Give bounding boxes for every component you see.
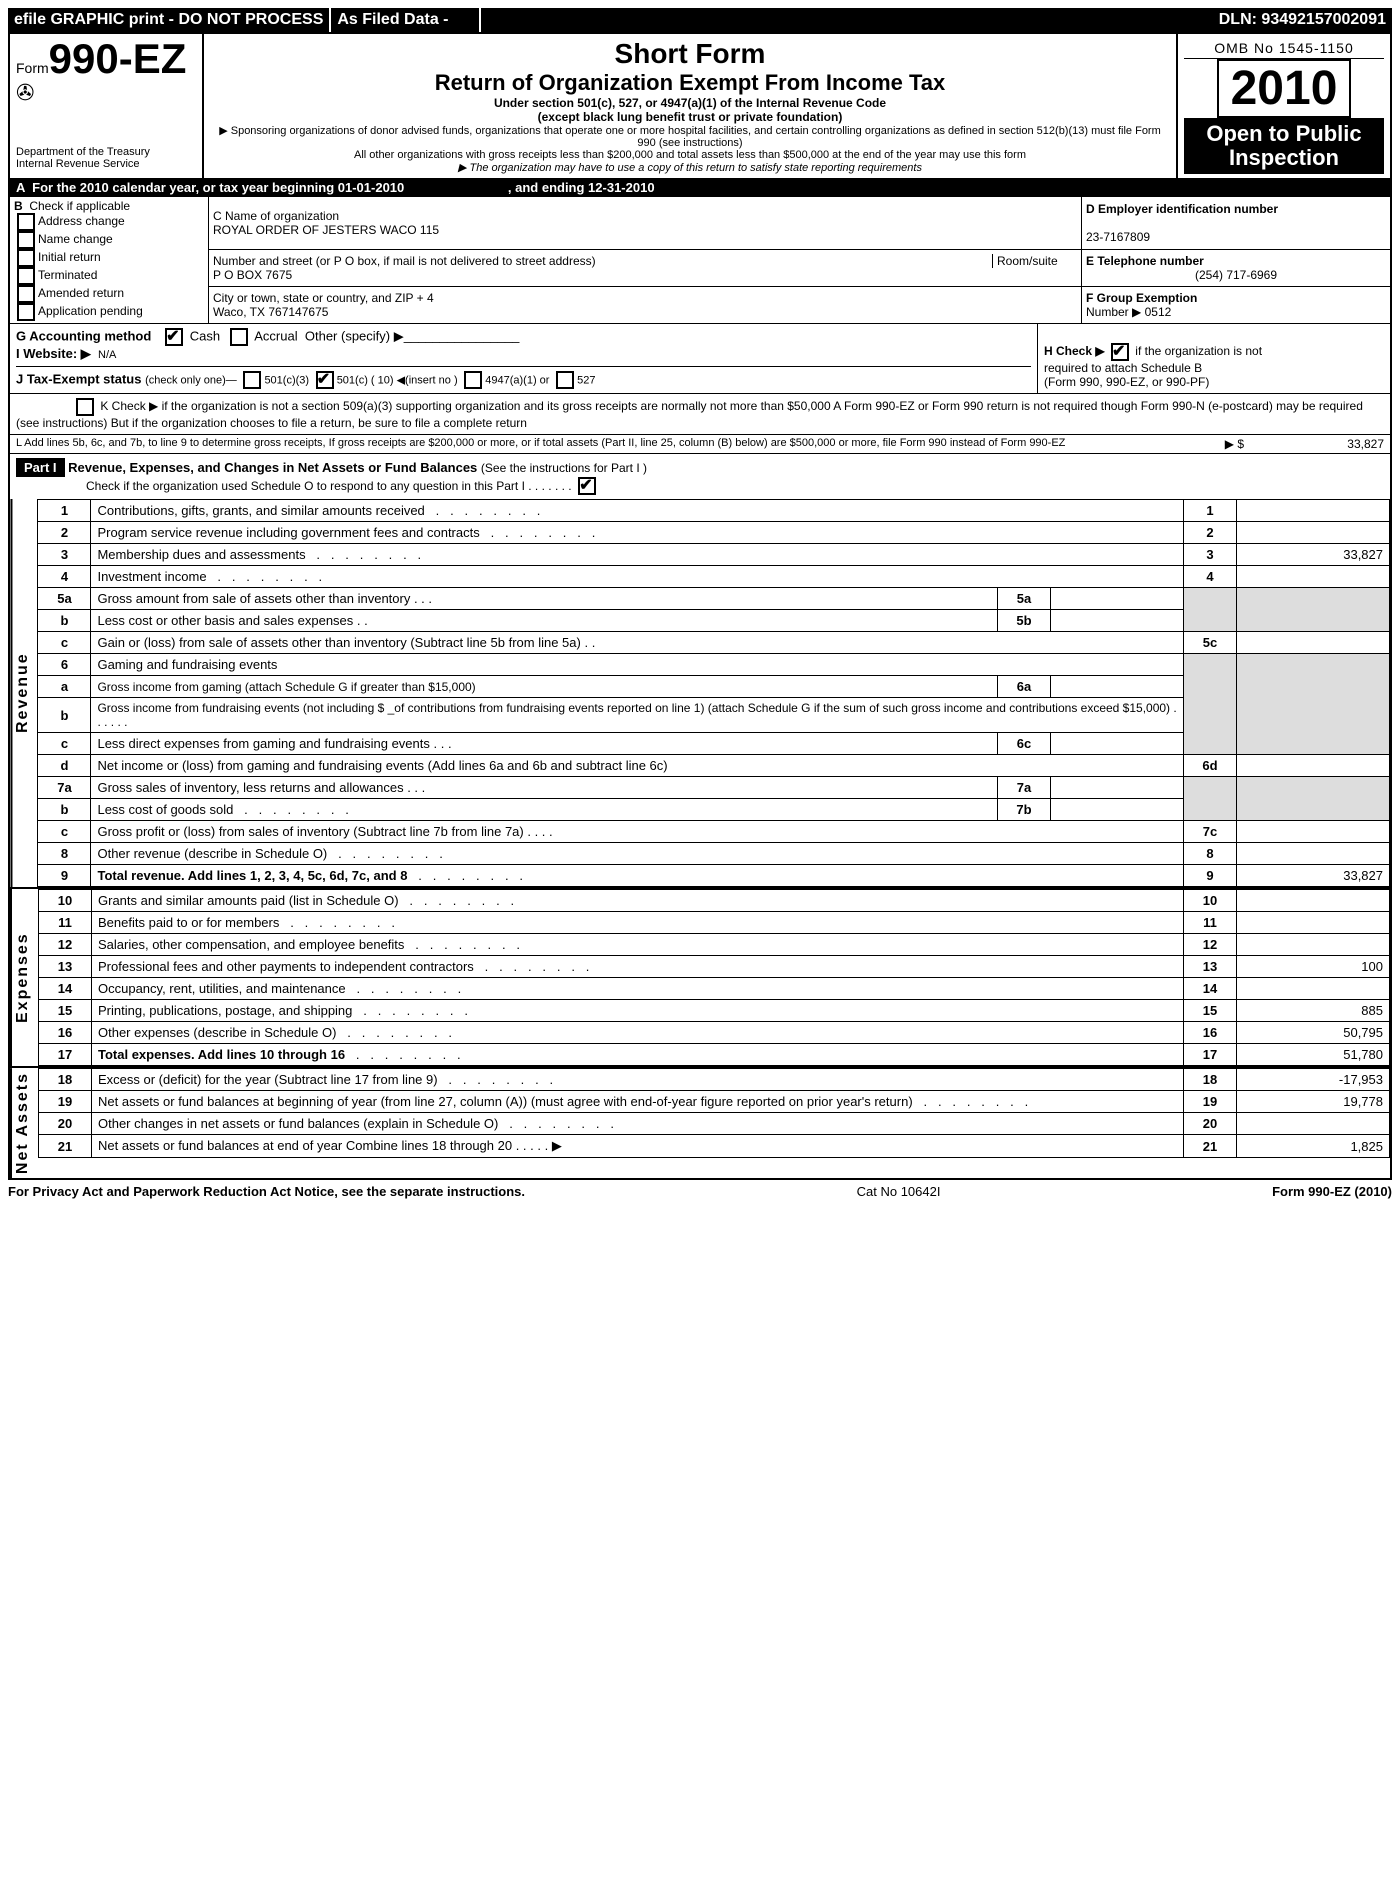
room-label: Room/suite [992, 254, 1077, 268]
form-990ez: 990-EZ [49, 35, 187, 82]
terminated-checkbox[interactable] [17, 267, 35, 285]
i-website-label: I Website: ▶ [16, 346, 91, 361]
state-req: ▶ The organization may have to use a cop… [210, 161, 1170, 174]
except-text: (except black lung benefit trust or priv… [210, 110, 1170, 124]
addr-change-checkbox[interactable] [17, 213, 35, 231]
form-footer-label: Form 990-EZ (2010) [1272, 1184, 1392, 1199]
section-k: K Check ▶ if the organization is not a s… [10, 393, 1390, 434]
part1-header: Part I Revenue, Expenses, and Changes in… [10, 453, 1390, 499]
501c-checkbox[interactable] [316, 371, 334, 389]
app-pending-checkbox[interactable] [17, 303, 35, 321]
accrual-label: Accrual [254, 329, 297, 344]
check-if-applicable: Check if applicable [29, 199, 130, 213]
h-checkbox[interactable] [1111, 343, 1129, 361]
cash-label: Cash [190, 329, 220, 344]
form-container: Form990-EZ ✇ Department of the Treasury … [8, 32, 1392, 1180]
part1-label: Part I [16, 458, 65, 477]
expenses-side-label: Expenses [10, 889, 38, 1066]
g-accounting-label: G Accounting method [16, 329, 151, 344]
revenue-side-label: Revenue [10, 499, 37, 887]
j-sub: (check only one)— [145, 375, 237, 387]
form-prefix: Form [16, 60, 49, 76]
c-name-label: C Name of organization [213, 209, 339, 223]
f-num-label: Number ▶ [1086, 305, 1141, 319]
dept-treasury: Department of the Treasury [16, 146, 196, 158]
address-table: B Check if applicable Address change Nam… [10, 197, 1390, 323]
d-ein-label: D Employer identification number [1086, 202, 1278, 216]
l-amt-label: ▶ $ [1164, 437, 1244, 451]
j-tax-exempt-label: J Tax-Exempt status [16, 372, 141, 387]
revenue-table: 1Contributions, gifts, grants, and simil… [37, 499, 1390, 887]
tax-year: 2010 [1217, 59, 1352, 118]
accrual-checkbox[interactable] [230, 328, 248, 346]
form-header: Form990-EZ ✇ Department of the Treasury … [10, 34, 1390, 178]
under-section: Under section 501(c), 527, or 4947(a)(1)… [210, 96, 1170, 110]
omb-number: OMB No 1545-1150 [1184, 38, 1384, 59]
city-value: Waco, TX 767147675 [213, 305, 328, 319]
street-label: Number and street (or P O box, if mail i… [213, 254, 596, 268]
city-label: City or town, state or country, and ZIP … [213, 291, 434, 305]
h-text2: if the organization is not [1135, 345, 1262, 359]
part1-title: Revenue, Expenses, and Changes in Net As… [68, 460, 477, 475]
501c3-checkbox[interactable] [243, 371, 261, 389]
4947-checkbox[interactable] [464, 371, 482, 389]
opt-amended: Amended return [38, 287, 124, 301]
netassets-side-label: Net Assets [10, 1068, 38, 1178]
l-amt: 33,827 [1244, 437, 1384, 451]
short-form-title: Short Form [210, 38, 1170, 70]
org-name: ROYAL ORDER OF JESTERS WACO 115 [213, 223, 439, 237]
k-checkbox[interactable] [76, 398, 94, 416]
street-value: P O BOX 7675 [213, 268, 292, 282]
efile-text: efile GRAPHIC print - DO NOT PROCESS [8, 8, 329, 32]
section-l: L Add lines 5b, 6c, and 7b, to line 9 to… [10, 434, 1390, 453]
open-to-public: Open to Public Inspection [1184, 118, 1384, 174]
opt-app-pending: Application pending [38, 305, 143, 319]
part1-schedule-o-checkbox[interactable] [578, 477, 596, 495]
top-bar: efile GRAPHIC print - DO NOT PROCESS As … [8, 8, 1392, 32]
f-group-label: F Group Exemption [1086, 291, 1197, 305]
section-a-row: A For the 2010 calendar year, or tax yea… [10, 178, 1390, 197]
sponsor-line: ▶ Sponsoring organizations of donor advi… [210, 124, 1170, 149]
part1-check: Check if the organization used Schedule … [86, 479, 572, 493]
other-specify: Other (specify) ▶ [305, 329, 404, 344]
website-value: N/A [98, 349, 116, 361]
cash-checkbox[interactable] [165, 328, 183, 346]
f-num-value: 0512 [1145, 305, 1172, 319]
page-footer: For Privacy Act and Paperwork Reduction … [8, 1180, 1392, 1199]
h-text3: required to attach Schedule B [1044, 361, 1384, 375]
name-change-checkbox[interactable] [17, 231, 35, 249]
initial-return-checkbox[interactable] [17, 249, 35, 267]
h-check-label: H Check ▶ [1044, 345, 1105, 359]
netassets-table: 18Excess or (deficit) for the year (Subt… [38, 1068, 1390, 1158]
expenses-table: 10Grants and similar amounts paid (list … [38, 889, 1390, 1066]
asfiled-text: As Filed Data - [329, 8, 480, 32]
opt-name-change: Name change [38, 233, 113, 247]
amended-checkbox[interactable] [17, 285, 35, 303]
part1-see: (See the instructions for Part I ) [481, 461, 647, 475]
ein-value: 23-7167809 [1086, 230, 1150, 244]
section-b-label: B [14, 199, 23, 213]
irs-label: Internal Revenue Service [16, 158, 196, 170]
opt-terminated: Terminated [38, 269, 97, 283]
return-title: Return of Organization Exempt From Incom… [210, 70, 1170, 96]
cat-no: Cat No 10642I [857, 1184, 941, 1199]
phone-value: (254) 717-6969 [1086, 268, 1386, 282]
h-text4: (Form 990, 990-EZ, or 990-PF) [1044, 375, 1384, 389]
opt-addr-change: Address change [38, 215, 125, 229]
dln-label: DLN: 93492157002091 [1213, 8, 1392, 32]
all-other-line: All other organizations with gross recei… [210, 149, 1170, 161]
privacy-notice: For Privacy Act and Paperwork Reduction … [8, 1184, 525, 1199]
opt-initial: Initial return [38, 251, 101, 265]
e-phone-label: E Telephone number [1086, 254, 1204, 268]
527-checkbox[interactable] [556, 371, 574, 389]
